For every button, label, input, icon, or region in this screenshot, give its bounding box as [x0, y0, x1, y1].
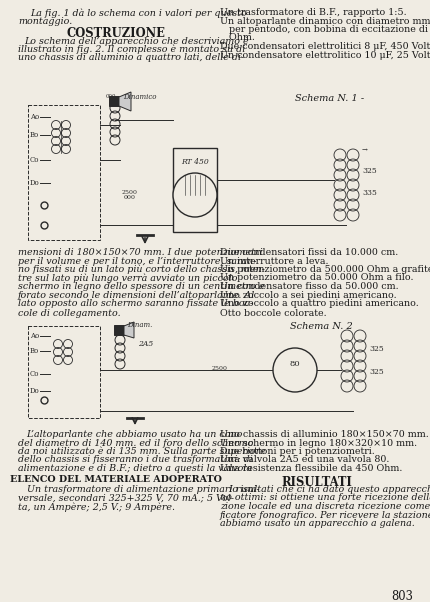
Text: 2A5: 2A5 [138, 340, 153, 348]
Text: lato opposto allo schermo saranno fissate le boc-: lato opposto allo schermo saranno fissat… [18, 299, 253, 308]
Bar [28, 326, 100, 418]
Text: 80: 80 [289, 360, 300, 368]
Text: Un trasformatore di B.F., rapporto 1:5.: Un trasformatore di B.F., rapporto 1:5. [219, 8, 405, 17]
Text: cole di collegamento.: cole di collegamento. [18, 308, 120, 317]
Text: illustrato in fig. 2. Il complesso è montato su di: illustrato in fig. 2. Il complesso è mon… [18, 45, 245, 55]
Text: Otto boccole colorate.: Otto boccole colorate. [219, 308, 326, 317]
Text: Una valvola 2A5 ed una valvola 80.: Una valvola 2A5 ed una valvola 80. [219, 456, 388, 465]
Bar [18, 90, 412, 245]
Text: montaggio.: montaggio. [18, 16, 72, 25]
Polygon shape [119, 92, 131, 111]
Circle shape [172, 173, 216, 217]
Text: 2500: 2500 [212, 366, 227, 371]
Text: Schema N. 2: Schema N. 2 [289, 322, 352, 331]
Text: COSTRUZIONE: COSTRUZIONE [66, 27, 165, 40]
Text: Bo: Bo [30, 131, 39, 139]
Text: Dinamico: Dinamico [123, 93, 156, 101]
Text: no fissati su di un lato più corto dello chassis, men-: no fissati su di un lato più corto dello… [18, 265, 264, 275]
Text: Schema N. 1 -: Schema N. 1 - [294, 94, 363, 103]
Text: ELENCO DEL MATERIALE ADOPERATO: ELENCO DEL MATERIALE ADOPERATO [10, 476, 221, 485]
Text: →: → [361, 147, 367, 155]
Text: 803: 803 [390, 590, 412, 602]
Text: Ohm.: Ohm. [219, 34, 254, 43]
Text: Uno zoccolo a sei piedini americano.: Uno zoccolo a sei piedini americano. [219, 291, 396, 300]
Text: Co: Co [30, 156, 40, 164]
Text: 335: 335 [361, 189, 376, 197]
Bar [172, 148, 216, 232]
Text: Dinam.: Dinam. [127, 321, 152, 329]
Bar [18, 318, 412, 426]
Text: da noi utilizzato è di 135 mm. Sulla parte superiore: da noi utilizzato è di 135 mm. Sulla par… [18, 447, 265, 456]
Text: schermo in legno dello spessore di un centimetro e: schermo in legno dello spessore di un ce… [18, 282, 264, 291]
Text: versale, secondari 325+325 V, 70 mA.; 5 Vol-: versale, secondari 325+325 V, 70 mA.; 5 … [18, 494, 233, 503]
Bar [109, 96, 119, 106]
Text: uno chassis di alluminio a quattro lati, delle di-: uno chassis di alluminio a quattro lati,… [18, 54, 244, 63]
Text: mensioni di 180×150×70 mm. I due potenziometri: mensioni di 180×150×70 mm. I due potenzi… [18, 248, 262, 257]
Text: RT 450: RT 450 [181, 158, 209, 166]
Text: Due bottoni per i potenziometri.: Due bottoni per i potenziometri. [219, 447, 374, 456]
Text: per pentodo, con bobina di eccitazione di 2.500: per pentodo, con bobina di eccitazione d… [219, 25, 430, 34]
Text: Un condensatore elettrolitico 10 μF, 25 Volta.: Un condensatore elettrolitico 10 μF, 25 … [219, 51, 430, 60]
Text: forato secondo le dimensioni dell’altoparlante. Al: forato secondo le dimensioni dell’altopa… [18, 291, 255, 300]
Circle shape [272, 348, 316, 392]
Text: 325: 325 [361, 167, 376, 175]
Text: Co: Co [30, 370, 40, 378]
Text: Uno schermo in legno 180×320×10 mm.: Uno schermo in legno 180×320×10 mm. [219, 438, 416, 447]
Text: 325: 325 [368, 368, 383, 376]
Text: ta, un Ampère; 2,5 V.; 9 Ampère.: ta, un Ampère; 2,5 V.; 9 Ampère. [18, 502, 175, 512]
Text: per il volume e per il tono, e l’interruttore, saran-: per il volume e per il tono, e l’interru… [18, 256, 256, 265]
Text: I risultati che ci ha dato questo apparecchio so-: I risultati che ci ha dato questo appare… [219, 485, 430, 494]
Text: Un potenziometro da 500.000 Ohm a grafite.: Un potenziometro da 500.000 Ohm a grafit… [219, 265, 430, 274]
Text: Uno zoccolo a quattro piedini americano.: Uno zoccolo a quattro piedini americano. [219, 299, 418, 308]
Text: 000: 000 [105, 94, 116, 99]
Polygon shape [124, 322, 134, 338]
Text: L’altoparlante che abbiamo usato ha un cono: L’altoparlante che abbiamo usato ha un c… [18, 430, 242, 439]
Text: La fig. 1 dà lo schema con i valori per questo: La fig. 1 dà lo schema con i valori per … [30, 8, 246, 17]
Text: 2500: 2500 [122, 190, 138, 195]
Text: zione locale ed una discreta ricezione come ampli-: zione locale ed una discreta ricezione c… [219, 502, 430, 511]
Text: Un trasformatore di alimentazione primario uni-: Un trasformatore di alimentazione primar… [18, 485, 259, 494]
Text: del diametro di 140 mm. ed il foro dello schermo: del diametro di 140 mm. ed il foro dello… [18, 438, 253, 447]
Text: dello chassis si fisseranno i due trasformatori: di: dello chassis si fisseranno i due trasfo… [18, 456, 252, 465]
Text: Lo schema dell’apparecchio che descriviamo è: Lo schema dell’apparecchio che descrivia… [24, 37, 248, 46]
Text: tre sul lato più lungo verrà avviato un piccolo: tre sul lato più lungo verrà avviato un … [18, 273, 237, 283]
Text: Bo: Bo [30, 347, 39, 355]
Text: Ao: Ao [30, 113, 39, 121]
Text: ficatore fonografico. Per ricevere la stazione locale: ficatore fonografico. Per ricevere la st… [219, 510, 430, 520]
Text: Un interruttore a leva.: Un interruttore a leva. [219, 256, 328, 265]
Bar [28, 105, 100, 240]
Text: RISULTATI: RISULTATI [280, 476, 351, 488]
Text: Un potenziometro da 50.000 Ohm a filo.: Un potenziometro da 50.000 Ohm a filo. [219, 273, 412, 282]
Text: Ao: Ao [30, 332, 39, 340]
Text: no ottimi: si ottiene una forte ricezione della sta-: no ottimi: si ottiene una forte ricezion… [219, 494, 430, 503]
Text: Un altoparlante dinamico con diametro mm. 140: Un altoparlante dinamico con diametro mm… [219, 16, 430, 25]
Text: alimentazione e di B.F.; dietro a questi la valvola: alimentazione e di B.F.; dietro a questi… [18, 464, 252, 473]
Text: Do: Do [30, 387, 40, 395]
Text: Due condensatori elettrolitici 8 μF, 450 Volta.: Due condensatori elettrolitici 8 μF, 450… [219, 42, 430, 51]
Text: Uno chassis di alluminio 180×150×70 mm.: Uno chassis di alluminio 180×150×70 mm. [219, 430, 428, 439]
Text: Una resistenza flessibile da 450 Ohm.: Una resistenza flessibile da 450 Ohm. [219, 464, 402, 473]
Text: Due condensatori fissi da 10.000 cm.: Due condensatori fissi da 10.000 cm. [219, 248, 397, 257]
Text: Un condensatore fisso da 50.000 cm.: Un condensatore fisso da 50.000 cm. [219, 282, 398, 291]
Text: Do: Do [30, 179, 40, 187]
Text: 000: 000 [124, 195, 136, 200]
Text: abbiamo usato un apparecchio a galena.: abbiamo usato un apparecchio a galena. [219, 519, 414, 528]
Bar [114, 325, 124, 335]
Text: 325: 325 [368, 345, 383, 353]
